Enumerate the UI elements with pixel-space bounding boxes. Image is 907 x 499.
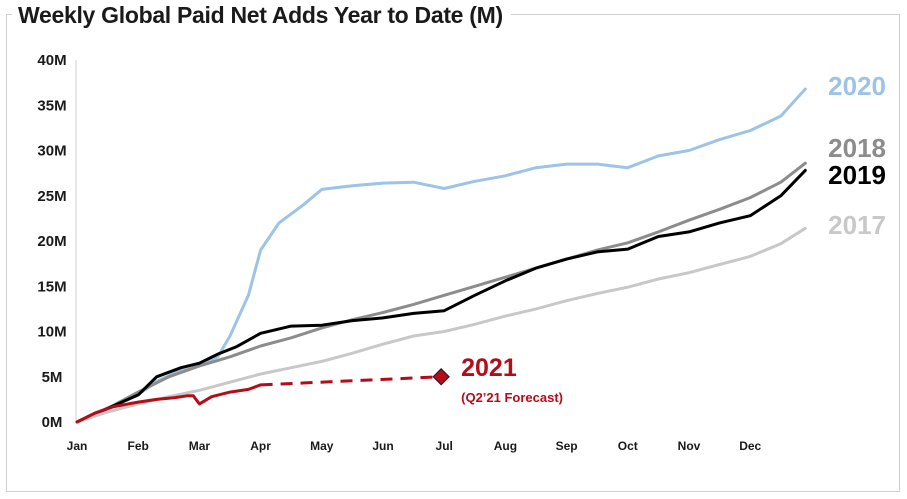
x-tick-label: Sep (556, 439, 578, 453)
y-tick-label: 30M (37, 143, 66, 160)
chart-title: Weekly Global Paid Net Adds Year to Date… (12, 2, 511, 29)
series-label-2017: 2017 (828, 210, 886, 240)
x-tick-label: Jun (372, 439, 393, 453)
y-tick-label: 10M (37, 324, 66, 341)
forecast-group: 2021 (Q2’21 Forecast) (260, 354, 563, 405)
series-line-2020 (75, 87, 807, 424)
x-tick-label: Jul (436, 439, 453, 453)
y-tick-label: 20M (37, 233, 66, 250)
x-tick-label: Jan (67, 439, 88, 453)
x-tick-label: Oct (618, 439, 638, 453)
y-tick-labels: 0M 5M 10M 15M 20M 25M 30M 35M 40M (37, 52, 66, 431)
x-tick-labels: Jan Feb Mar Apr May Jun Jul Aug Sep Oct Nov Dec (67, 439, 762, 453)
y-tick-label: 25M (37, 188, 66, 205)
series-line-2021 (75, 383, 263, 424)
series-lines (75, 87, 807, 424)
series-label-2020: 2020 (828, 71, 886, 101)
series-line-2018 (75, 161, 807, 424)
y-tick-label: 0M (42, 414, 63, 431)
y-tick-label: 40M (37, 52, 66, 69)
x-tick-label: Aug (494, 439, 517, 453)
y-tick-label: 15M (37, 278, 66, 295)
y-tick-label: 5M (42, 369, 63, 386)
forecast-diamond-marker (432, 368, 450, 386)
forecast-sublabel: (Q2’21 Forecast) (461, 390, 563, 405)
series-label-2019: 2019 (828, 160, 886, 190)
x-tick-label: May (310, 439, 334, 453)
x-tick-label: Apr (250, 439, 271, 453)
x-tick-label: Feb (128, 439, 149, 453)
forecast-label: 2021 (461, 354, 517, 382)
series-line-2019 (75, 168, 807, 424)
series-line-2017 (75, 226, 807, 424)
forecast-dashed-line (260, 375, 442, 387)
y-tick-label: 35M (37, 97, 66, 114)
x-tick-label: Mar (189, 439, 211, 453)
series-label-2018: 2018 (828, 133, 886, 163)
x-tick-label: Dec (739, 439, 761, 453)
x-tick-label: Nov (678, 439, 701, 453)
